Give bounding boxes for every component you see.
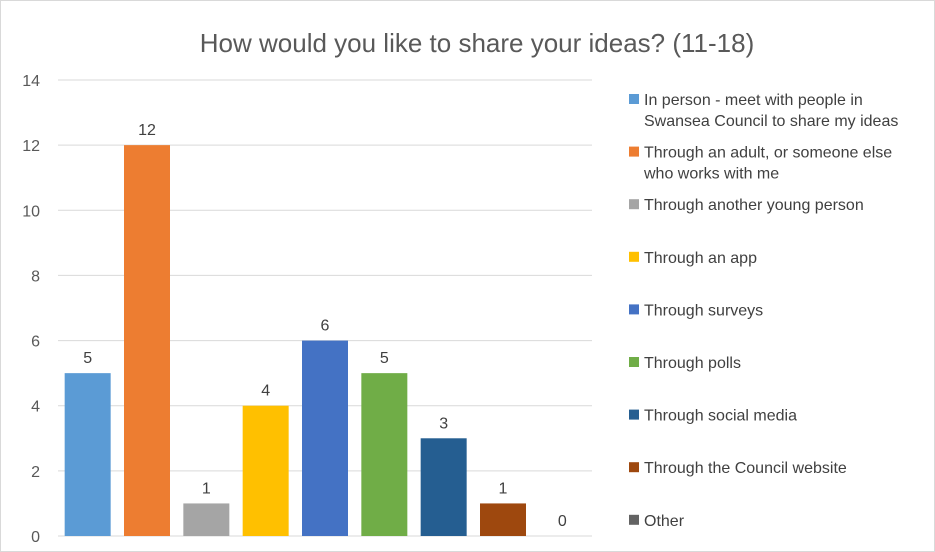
bar-8 [480,503,526,536]
bar-3 [183,503,230,536]
legend-swatch [629,94,639,104]
legend: In person - meet with people in Swansea C… [629,92,898,530]
y-axis-ticks: 0 2 4 6 8 10 12 14 [22,73,40,546]
legend-swatch [629,304,639,315]
legend-label: Through an app [644,250,757,267]
y-tick-label: 14 [22,73,40,90]
legend-label: Through the Council website [644,460,847,477]
legend-swatch [629,146,639,157]
bar-2 [124,145,170,536]
y-tick-label: 0 [31,529,40,546]
legend-label: Through another young person [644,197,864,214]
legend-item: Through polls [629,355,741,372]
legend-item: Other [629,513,685,530]
legend-item: Through an adult, or someone else who wor… [629,145,892,183]
legend-swatch [629,199,639,210]
data-label: 4 [261,383,270,400]
data-label: 5 [380,350,389,367]
legend-item: Through the Council website [629,460,847,477]
legend-label: Through an adult, or someone else [644,145,892,162]
legend-label: Through surveys [644,302,763,319]
legend-swatch [629,409,639,420]
data-label: 6 [321,318,330,335]
legend-label: Through social media [644,408,797,425]
legend-label: In person - meet with people in [644,92,863,109]
y-tick-label: 2 [31,464,40,481]
y-tick-label: 10 [22,203,40,220]
data-label: 1 [202,480,211,497]
y-tick-label: 4 [31,399,40,416]
legend-item: In person - meet with people in Swansea C… [629,92,898,130]
legend-swatch [629,357,639,367]
data-labels: 5 12 1 4 6 5 3 1 0 [83,122,567,530]
bar-7 [420,438,467,536]
legend-item: Through social media [629,408,797,425]
bar-6 [361,373,408,536]
y-tick-label: 6 [31,334,40,351]
data-label: 12 [138,122,156,139]
bar-4 [242,405,289,536]
data-label: 5 [83,350,92,367]
legend-item: Through surveys [629,302,763,319]
legend-label: Other [644,513,685,530]
y-tick-label: 8 [31,268,40,285]
data-label: 1 [499,480,508,497]
legend-swatch [629,251,639,262]
legend-label: who works with me [643,166,779,183]
legend-item: Through another young person [629,197,864,214]
bars [64,145,526,536]
legend-item: Through an app [629,250,757,267]
legend-swatch [629,462,639,473]
data-label: 3 [439,415,448,432]
data-label: 0 [558,513,567,530]
legend-label: Through polls [644,355,741,372]
y-tick-label: 12 [22,138,40,155]
bar-5 [302,340,348,536]
legend-label: Swansea Council to share my ideas [644,113,898,130]
legend-swatch [629,514,639,525]
bar-1 [64,373,111,536]
chart-title: How would you like to share your ideas? … [200,28,754,58]
